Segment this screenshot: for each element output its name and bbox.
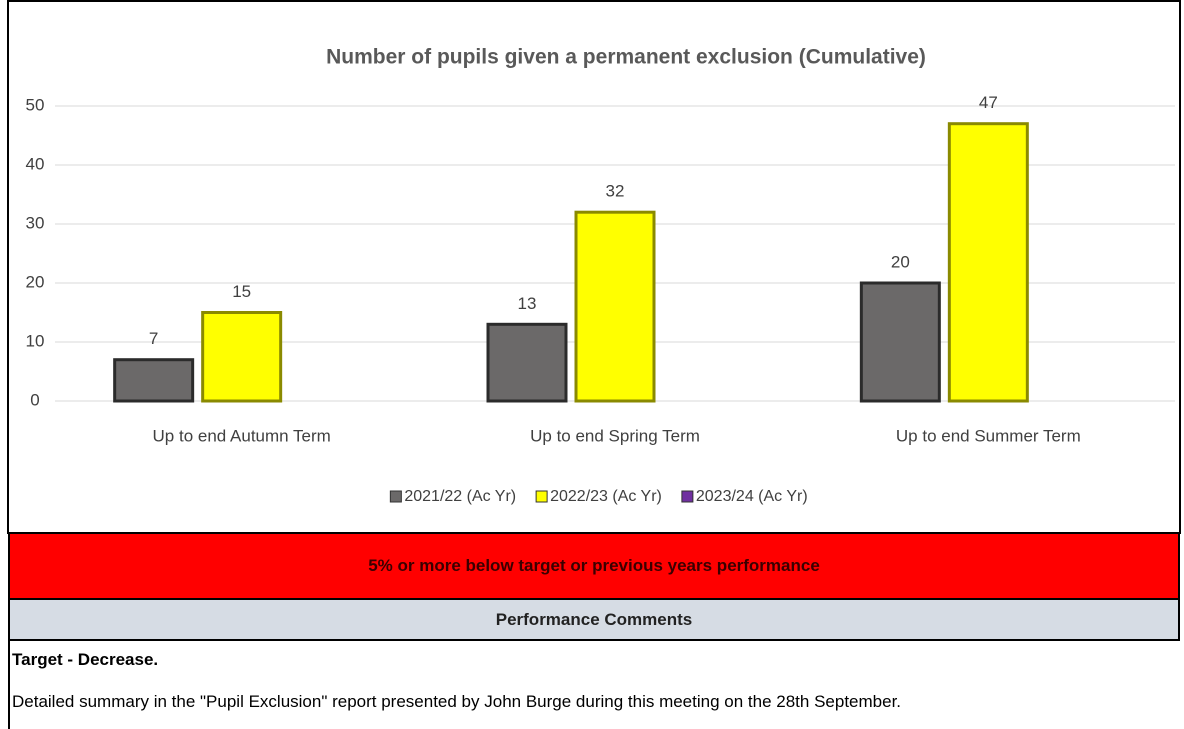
y-tick-label: 0 xyxy=(30,390,39,409)
legend-label: 2023/24 (Ac Yr) xyxy=(696,488,808,505)
left-border xyxy=(8,641,10,729)
y-tick-label: 50 xyxy=(26,95,45,114)
legend-label: 2021/22 (Ac Yr) xyxy=(404,488,516,505)
comment-target: Target - Decrease. xyxy=(12,650,159,669)
status-banner: 5% or more below target or previous year… xyxy=(8,532,1180,600)
chart: Number of pupils given a permanent exclu… xyxy=(7,0,1181,534)
bar xyxy=(574,210,656,403)
comments-header-text: Performance Comments xyxy=(495,609,693,629)
value-label: 15 xyxy=(232,282,251,301)
x-tick-label: Up to end Autumn Term xyxy=(153,426,331,445)
y-tick-label: 20 xyxy=(26,272,45,291)
value-label: 13 xyxy=(518,294,537,313)
comment-detail: Detailed summary in the "Pupil Exclusion… xyxy=(12,692,902,711)
value-label: 20 xyxy=(891,252,910,271)
bar xyxy=(859,281,941,403)
comments-header: Performance Comments xyxy=(8,598,1180,641)
chart-title: Number of pupils given a permanent exclu… xyxy=(326,46,926,69)
x-tick-label: Up to end Summer Term xyxy=(896,426,1081,445)
legend-label: 2022/23 (Ac Yr) xyxy=(550,488,662,505)
value-label: 32 xyxy=(606,182,625,201)
bar xyxy=(113,358,195,403)
bar xyxy=(486,322,568,403)
value-label: 47 xyxy=(979,93,998,112)
legend-swatch xyxy=(681,490,694,503)
y-tick-label: 30 xyxy=(26,213,45,232)
y-tick-label: 40 xyxy=(26,154,45,173)
x-tick-label: Up to end Spring Term xyxy=(530,426,700,445)
bar xyxy=(201,311,283,403)
legend-swatch xyxy=(535,490,548,503)
bar xyxy=(947,122,1029,403)
status-text: 5% or more below target or previous year… xyxy=(368,556,820,575)
y-tick-label: 10 xyxy=(26,331,45,350)
legend-swatch xyxy=(389,490,402,503)
value-label: 7 xyxy=(149,329,158,348)
